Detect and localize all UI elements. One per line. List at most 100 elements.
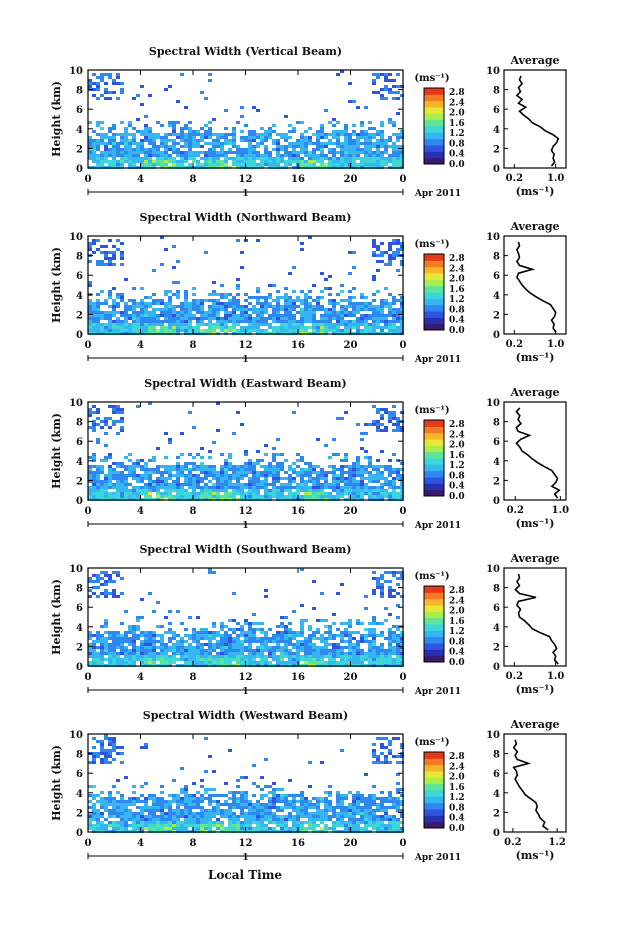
heatmap-cell <box>192 151 196 154</box>
heatmap-cell <box>344 142 348 145</box>
heatmap-cell <box>340 803 344 806</box>
heatmap-cell <box>100 471 104 474</box>
heatmap-cell <box>272 646 276 649</box>
heatmap-cell <box>332 151 336 154</box>
heatmap-cell <box>92 73 96 76</box>
average-title: Average <box>509 552 559 565</box>
heatmap-cell <box>380 661 384 664</box>
heatmap-cell <box>120 649 124 652</box>
heatmap-cell <box>140 133 144 136</box>
heatmap-cell <box>156 302 160 305</box>
heatmap-cell <box>400 299 404 302</box>
heatmap-cell <box>384 157 388 160</box>
colorbar-frame <box>423 253 445 331</box>
heatmap-cell <box>244 631 248 634</box>
x-axis-title: Local Time <box>208 868 282 882</box>
heatmap-cell <box>308 652 312 655</box>
heatmap-cell <box>256 655 260 658</box>
heatmap-cell <box>400 803 404 806</box>
heatmap-cell <box>180 649 184 652</box>
heatmap-cell <box>132 655 136 658</box>
heatmap-cell <box>172 163 176 166</box>
heatmap-cell <box>388 646 392 649</box>
heatmap-cell <box>304 661 308 664</box>
heatmap-cell <box>160 323 164 326</box>
heatmap-cell <box>88 631 92 634</box>
heatmap-cell <box>192 652 196 655</box>
heatmap-cell <box>156 468 160 471</box>
heatmap-cell <box>268 465 272 468</box>
heatmap-cell <box>244 299 248 302</box>
heatmap-cell <box>220 480 224 483</box>
heatmap-cell <box>400 809 404 812</box>
heatmap-cell <box>192 483 196 486</box>
heatmap-cell <box>228 640 232 643</box>
heatmap-cell <box>176 480 180 483</box>
heatmap-cell <box>224 127 228 130</box>
heatmap-cell <box>208 317 212 320</box>
heatmap-cell <box>88 82 92 85</box>
heatmap-cell <box>400 326 404 329</box>
heatmap-cell <box>216 474 220 477</box>
heatmap-cell <box>364 652 368 655</box>
heatmap-cell <box>260 465 264 468</box>
heatmap-cell <box>208 492 212 495</box>
heatmap-cell <box>328 661 332 664</box>
heatmap-cell <box>364 157 368 160</box>
heatmap-cell <box>248 136 252 139</box>
heatmap-cell <box>308 785 312 788</box>
heatmap-cell <box>136 646 140 649</box>
heatmap-cell <box>112 468 116 471</box>
heatmap-cell <box>388 248 392 251</box>
colorbar-tick-label: 0.4 <box>449 648 465 658</box>
heatmap-cell <box>104 73 108 76</box>
heatmap-cell <box>104 151 108 154</box>
heatmap-cell <box>136 625 140 628</box>
heatmap-cell <box>272 326 276 329</box>
heatmap-cell <box>368 154 372 157</box>
heatmap-cell <box>352 133 356 136</box>
heatmap-cell <box>140 160 144 163</box>
heatmap-cell <box>128 323 132 326</box>
heatmap-cell <box>184 127 188 130</box>
heatmap-cell <box>312 163 316 166</box>
heatmap-cell <box>128 133 132 136</box>
heatmap-cell <box>200 800 204 803</box>
heatmap-cell <box>368 157 372 160</box>
heatmap-cell <box>160 625 164 628</box>
heatmap-cell <box>376 580 380 583</box>
heatmap-cell <box>316 320 320 323</box>
heatmap-cell <box>88 299 92 302</box>
heatmap-cell <box>388 474 392 477</box>
heatmap-cell <box>284 803 288 806</box>
heatmap-cell <box>352 797 356 800</box>
heatmap-cell <box>244 305 248 308</box>
heatmap-cell <box>136 323 140 326</box>
heatmap-cell <box>320 133 324 136</box>
heatmap-cell <box>132 287 136 290</box>
heatmap-cell <box>112 160 116 163</box>
heatmap-cell <box>292 302 296 305</box>
avg-x-tick-label: 1.0 <box>547 173 564 184</box>
heatmap-cell <box>96 471 100 474</box>
heatmap-cell <box>96 577 100 580</box>
heatmap-cell <box>292 652 296 655</box>
heatmap-cell <box>120 157 124 160</box>
heatmap-cell <box>204 652 208 655</box>
heatmap-cell <box>108 815 112 818</box>
heatmap-cell <box>208 163 212 166</box>
heatmap-cell <box>164 305 168 308</box>
heatmap-cell <box>208 450 212 453</box>
heatmap-cell <box>396 133 400 136</box>
heatmap-cell <box>320 592 324 595</box>
heatmap-cell <box>96 154 100 157</box>
heatmap-cell <box>356 305 360 308</box>
heatmap-cell <box>160 160 164 163</box>
y-axis-title: Height (km) <box>50 247 63 323</box>
heatmap-cell <box>288 794 292 797</box>
heatmap-cell <box>260 637 264 640</box>
heatmap-cell <box>108 405 112 408</box>
heatmap-cell <box>252 480 256 483</box>
heatmap-cell <box>212 314 216 317</box>
heatmap-cell <box>188 151 192 154</box>
